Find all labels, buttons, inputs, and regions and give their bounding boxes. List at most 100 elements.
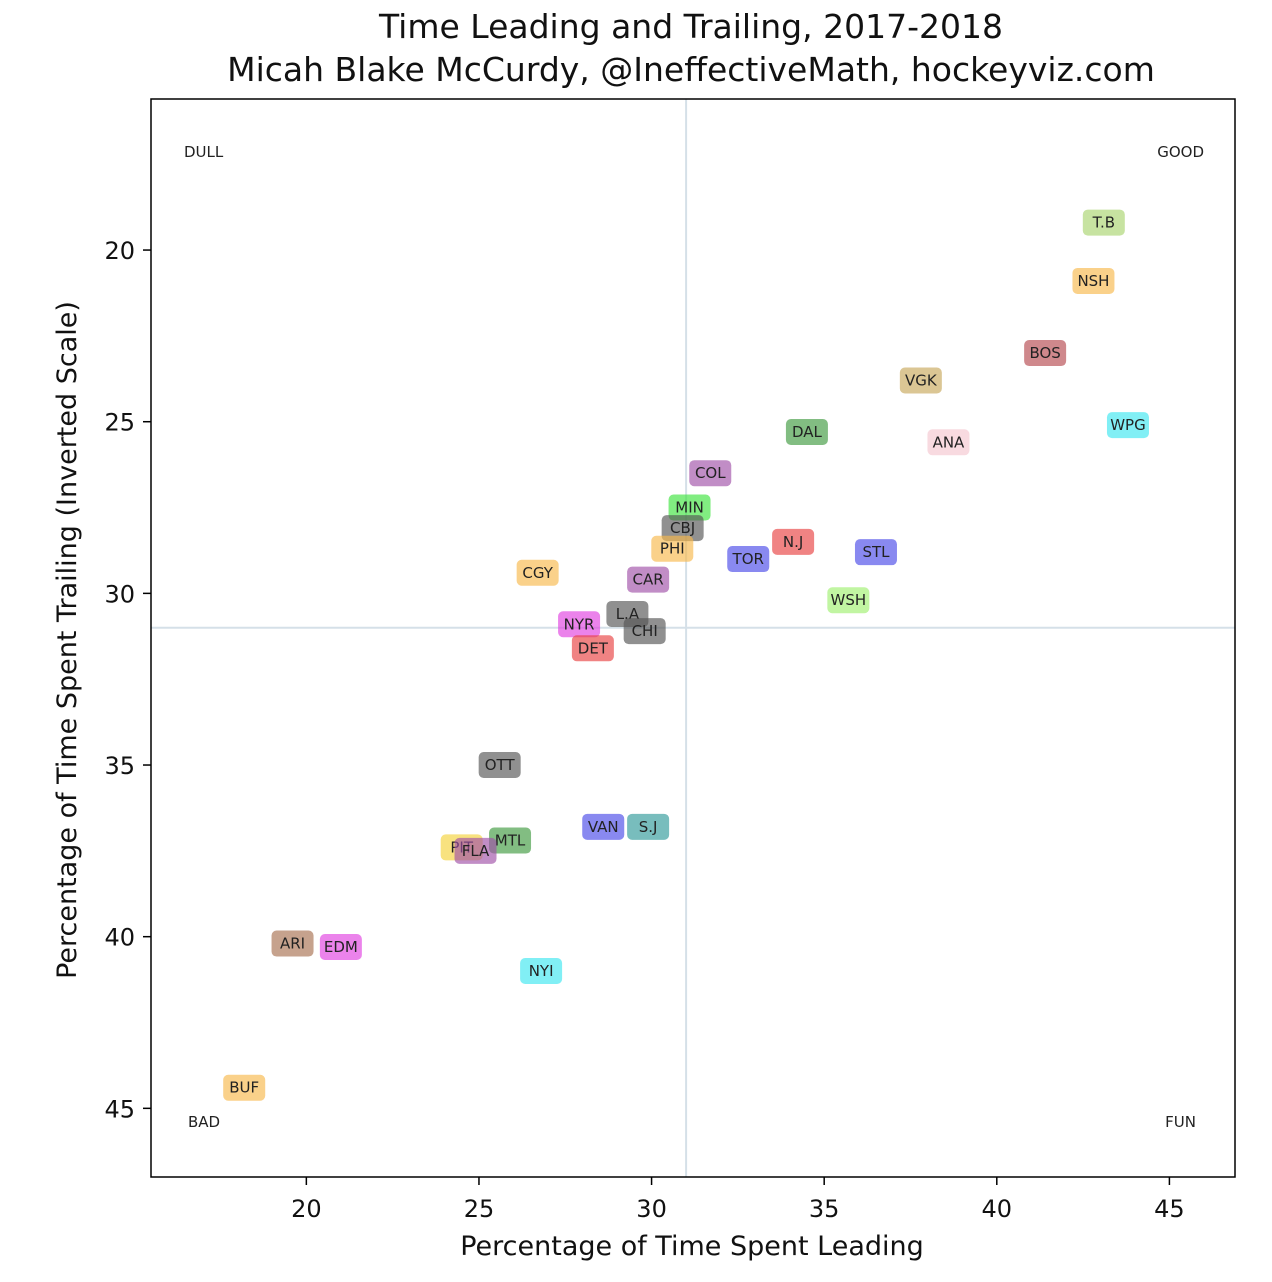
team-point: PHI (651, 535, 694, 562)
team-point: CAR (627, 566, 670, 593)
team-point: ANA (927, 429, 970, 456)
team-point-box (516, 559, 559, 586)
team-point-label: ANA (933, 433, 965, 451)
team-point-box (1072, 267, 1115, 294)
y-tick-label: 20 (104, 237, 135, 265)
team-point: NSH (1072, 267, 1115, 294)
y-tick-label: 25 (104, 409, 135, 437)
team-point: OTT (478, 752, 521, 779)
team-point-box (478, 752, 521, 779)
team-point-box (223, 1074, 266, 1101)
x-tick-label: 20 (291, 1195, 322, 1223)
team-point-box (454, 837, 497, 864)
team-point-label: NSH (1077, 272, 1109, 290)
team-point-box (651, 535, 694, 562)
x-tick-label: 35 (809, 1195, 840, 1223)
corner-label-good: GOOD (1157, 143, 1204, 161)
team-point-label: NYI (529, 962, 554, 980)
team-point-label: TOR (732, 550, 764, 568)
team-point: CHI (623, 618, 666, 645)
points-layer: T.B NSH BOS VGK WPG DAL ANA COL MIN CBJ PHI N.J STL T… (223, 209, 1149, 1101)
y-tick-label: 45 (104, 1095, 135, 1123)
team-point-label: VGK (905, 372, 938, 390)
team-point-box (927, 429, 970, 456)
team-point-label: OTT (485, 756, 516, 774)
team-point: MIN (668, 494, 711, 521)
team-point: BOS (1024, 340, 1067, 367)
team-point: FLA (454, 837, 497, 864)
team-point-box (582, 813, 625, 840)
team-point-box (271, 930, 314, 957)
team-point-box (319, 933, 362, 960)
team-point-box (520, 958, 563, 985)
team-point: EDM (319, 933, 362, 960)
chart-title: Time Leading and Trailing, 2017-2018 (378, 7, 1003, 46)
team-point-box (558, 611, 601, 638)
team-point: WPG (1106, 412, 1149, 439)
x-axis-label: Percentage of Time Spent Leading (460, 1231, 924, 1262)
y-tick-label: 40 (104, 924, 135, 952)
team-point: COL (689, 460, 732, 487)
team-point-label: CAR (633, 571, 664, 589)
team-point-label: T.B (1092, 214, 1115, 232)
chart-subtitle: Micah Blake McCurdy, @IneffectiveMath, h… (227, 50, 1155, 89)
team-point: TOR (727, 546, 770, 573)
plot-frame (150, 98, 1236, 1178)
team-point-label: CBJ (670, 519, 695, 537)
team-point: DAL (785, 419, 828, 446)
team-point: VGK (899, 367, 942, 394)
team-point-box (571, 635, 614, 662)
plot-area: T.B NSH BOS VGK WPG DAL ANA COL MIN CBJ PHI N.J STL T… (150, 98, 1236, 1178)
team-point-label: MIN (675, 499, 704, 517)
x-tick-label: 40 (982, 1195, 1013, 1223)
team-point-box (827, 587, 870, 614)
y-tick-label: 30 (104, 580, 135, 608)
team-point-box (489, 827, 532, 854)
team-point: NYI (520, 958, 563, 985)
team-point-label: PHI (660, 540, 685, 558)
team-point-label: ARI (280, 935, 305, 953)
team-point-label: BUF (229, 1079, 259, 1097)
team-point: CGY (516, 559, 559, 586)
x-tick-label: 45 (1154, 1195, 1185, 1223)
team-point: ARI (271, 930, 314, 957)
team-point-box (623, 618, 666, 645)
team-point-label: S.J (639, 818, 658, 836)
team-point: VAN (582, 813, 625, 840)
y-axis-label: Percentage of Time Spent Trailing (Inver… (52, 301, 83, 979)
y-tick-label: 35 (104, 752, 135, 780)
team-point-box (689, 460, 732, 487)
team-point-label: NYR (564, 615, 595, 633)
team-point-box (661, 515, 704, 542)
team-point: WSH (827, 587, 870, 614)
team-point-label: WPG (1110, 416, 1146, 434)
x-tick-label: 25 (464, 1195, 495, 1223)
team-point-label: BOS (1029, 344, 1060, 362)
team-point-label: EDM (324, 938, 358, 956)
team-point-box (1024, 340, 1067, 367)
corner-label-fun: FUN (1165, 1113, 1196, 1131)
team-point-label: MTL (495, 832, 526, 850)
team-point-label: DET (578, 639, 609, 657)
team-point-box (627, 566, 670, 593)
team-point-box (854, 539, 897, 566)
corner-label-bad: BAD (188, 1113, 220, 1131)
team-point-box (627, 813, 670, 840)
team-point-label: CHI (632, 622, 658, 640)
team-point: T.B (1082, 209, 1125, 236)
team-point-label: CGY (522, 564, 553, 582)
team-point-label: VAN (588, 818, 619, 836)
team-point-box (899, 367, 942, 394)
team-point: BUF (223, 1074, 266, 1101)
team-point: S.J (627, 813, 670, 840)
team-point: NYR (558, 611, 601, 638)
team-point-box (727, 546, 770, 573)
y-axis: 20 25 30 35 40 45 (104, 237, 151, 1123)
team-point-label: WSH (831, 591, 867, 609)
team-point-label: COL (695, 464, 726, 482)
team-point-label: STL (862, 543, 890, 561)
team-point: DET (571, 635, 614, 662)
team-point: CBJ (661, 515, 704, 542)
team-point-box (785, 419, 828, 446)
